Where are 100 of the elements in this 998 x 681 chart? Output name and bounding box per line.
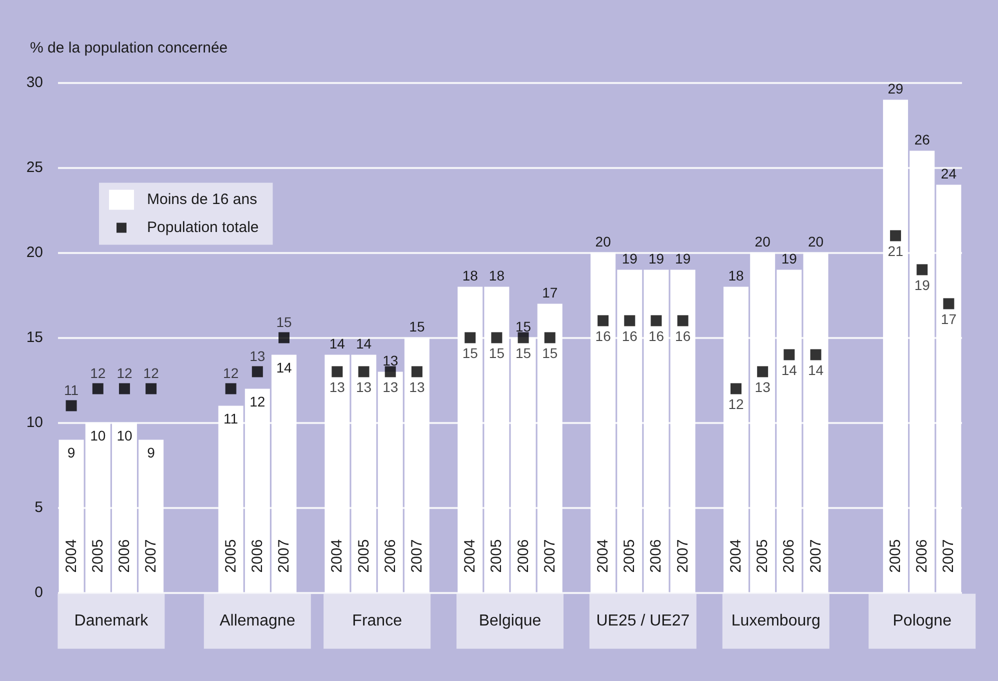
data-label: 21 (888, 243, 904, 260)
data-label: 15 (488, 345, 505, 362)
point (252, 366, 263, 378)
point (518, 332, 529, 344)
x-tick-label: 2007 (142, 539, 160, 573)
x-tick-label: 2004 (728, 539, 744, 573)
text: Pologne (892, 612, 952, 630)
data-label: 15 (542, 345, 558, 362)
point (757, 366, 768, 378)
data-label: 15 (276, 314, 292, 330)
text: UE25 / UE27 (596, 612, 690, 630)
data-label: 13 (329, 379, 346, 396)
y-tick-label: 15 (26, 329, 43, 346)
x-tick-label: 2006 (248, 539, 266, 573)
point (890, 230, 902, 242)
data-label: 24 (940, 166, 957, 182)
y-tick-label: 25 (26, 159, 43, 176)
data-label: 16 (595, 328, 612, 344)
data-label: 19 (648, 250, 664, 267)
data-label: 12 (250, 394, 266, 410)
data-label: 9 (67, 444, 76, 461)
point (677, 315, 688, 326)
x-tick-label: 2007 (408, 539, 426, 573)
data-label: 19 (781, 250, 798, 267)
data-label: 12 (143, 365, 160, 382)
x-tick-label: 2004 (594, 539, 612, 573)
data-label: 18 (462, 268, 478, 284)
point (943, 298, 954, 310)
x-tick-label: 2006 (514, 539, 532, 573)
data-label: 13 (250, 348, 266, 364)
data-label: 15 (462, 345, 478, 362)
x-tick-label: 2007 (276, 539, 292, 573)
data-label: 12 (116, 365, 132, 382)
x-tick-label: 2005 (89, 539, 106, 573)
data-label: 13 (356, 379, 372, 396)
point (92, 383, 104, 394)
data-label: 19 (622, 250, 638, 267)
data-label: 11 (64, 382, 79, 398)
data-label: 16 (648, 328, 664, 344)
text: Luxembourg (731, 612, 820, 630)
data-label: 12 (223, 365, 239, 382)
point (332, 366, 343, 378)
data-label: 13 (382, 352, 398, 369)
data-label: 16 (622, 328, 638, 344)
data-label: 18 (488, 268, 505, 284)
bar (324, 354, 350, 593)
point (598, 315, 609, 326)
x-tick-label: 2005 (887, 539, 904, 573)
data-label: 16 (675, 328, 691, 344)
point (464, 332, 476, 344)
text: Danemark (74, 612, 150, 630)
x-tick-label: 2006 (648, 539, 665, 573)
point (225, 383, 236, 394)
data-label: 14 (329, 336, 346, 352)
y-axis-title: % de la population concernée (30, 40, 228, 57)
data-label: 15 (516, 345, 532, 362)
point (278, 332, 290, 344)
x-tick-label: 2005 (621, 539, 638, 573)
data-label: 13 (754, 379, 771, 396)
x-tick-label: 2007 (807, 539, 824, 573)
data-label: 17 (542, 284, 558, 301)
x-tick-label: 2007 (541, 539, 558, 573)
point (358, 366, 370, 378)
point (650, 315, 662, 326)
x-tick-label: 2005 (355, 539, 372, 573)
x-tick-label: 2004 (462, 539, 479, 573)
text: Belgique (478, 612, 542, 630)
point (411, 366, 422, 378)
data-label: 29 (888, 80, 904, 97)
text: France (352, 612, 402, 630)
point (730, 383, 742, 394)
y-tick-label: 30 (26, 74, 43, 92)
data-label: 14 (808, 362, 824, 378)
data-label: 11 (224, 410, 238, 427)
data-label: 15 (516, 318, 532, 335)
point (810, 349, 822, 360)
y-tick-label: 5 (34, 499, 43, 516)
data-label: 17 (940, 311, 957, 328)
x-tick-label: 2005 (754, 539, 772, 573)
legend-label: Moins de 16 ans (147, 191, 258, 208)
data-label: 9 (147, 444, 156, 461)
data-label: 10 (116, 428, 132, 444)
x-tick-label: 2007 (674, 539, 692, 573)
point (146, 383, 157, 394)
data-label: 13 (409, 379, 425, 396)
point (384, 366, 396, 378)
x-tick-label: 2006 (382, 539, 399, 573)
data-label: 12 (90, 365, 106, 382)
point (624, 315, 636, 326)
data-label: 14 (781, 362, 798, 378)
data-label: 12 (728, 396, 744, 412)
data-label: 14 (356, 336, 372, 352)
x-tick-label: 2007 (940, 539, 958, 573)
data-label: 20 (754, 234, 771, 250)
data-label: 10 (90, 428, 106, 444)
x-tick-label: 2006 (116, 539, 133, 573)
y-tick-label: 0 (34, 584, 43, 602)
point (916, 264, 928, 276)
data-label: 19 (914, 277, 930, 294)
y-tick-label: 20 (26, 244, 43, 262)
